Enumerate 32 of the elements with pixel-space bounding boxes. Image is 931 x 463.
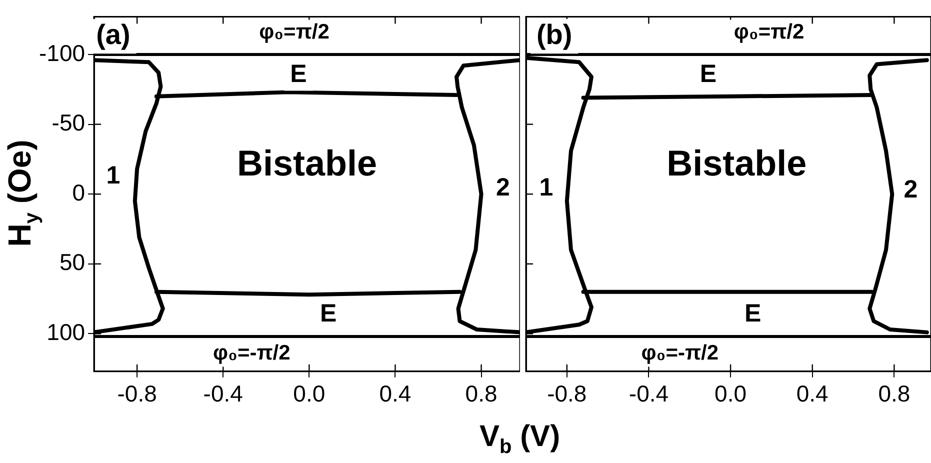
annotation: 1 bbox=[106, 161, 120, 190]
y-tick-label: -50 bbox=[52, 110, 86, 136]
annotation: φ₀=π/2 bbox=[734, 20, 804, 44]
y-tick-label: 0 bbox=[72, 179, 86, 206]
annotation: E bbox=[290, 60, 307, 88]
x-tick-label: -0.4 bbox=[203, 380, 244, 407]
annotation: E bbox=[744, 300, 762, 328]
x-tick-label: 0.0 bbox=[714, 380, 747, 407]
x-tick-label: -0.8 bbox=[117, 380, 157, 407]
annotation: E bbox=[700, 60, 717, 88]
y-tick-label: 100 bbox=[46, 319, 86, 346]
annotation: 1 bbox=[539, 174, 554, 202]
annotation: φ₀=-π/2 bbox=[212, 341, 290, 364]
x-tick-label: -0.4 bbox=[628, 380, 669, 407]
x-axis-title: V$_{b}$ (V) bbox=[480, 420, 560, 459]
x-tick-label: -0.8 bbox=[547, 380, 587, 407]
y-tick-label: -100 bbox=[38, 40, 86, 66]
annotation: φ₀=π/2 bbox=[259, 20, 330, 44]
annotation: φ₀=-π/2 bbox=[641, 341, 719, 364]
annotation: Bistable bbox=[236, 142, 378, 184]
annotation: (a) bbox=[96, 19, 130, 50]
annotation: 2 bbox=[904, 175, 918, 204]
annotation: Bistable bbox=[666, 142, 807, 184]
x-tick-label: 0.0 bbox=[293, 380, 326, 407]
x-tick-label: 0.8 bbox=[878, 380, 910, 407]
y-tick-label: 50 bbox=[59, 249, 86, 276]
annotation: (b) bbox=[536, 19, 572, 50]
x-tick-label: 0.8 bbox=[465, 380, 498, 407]
annotation: E bbox=[320, 300, 337, 328]
annotation: 2 bbox=[496, 174, 510, 202]
x-tick-label: 0.4 bbox=[379, 380, 412, 407]
x-tick-label: 0.4 bbox=[796, 380, 829, 407]
